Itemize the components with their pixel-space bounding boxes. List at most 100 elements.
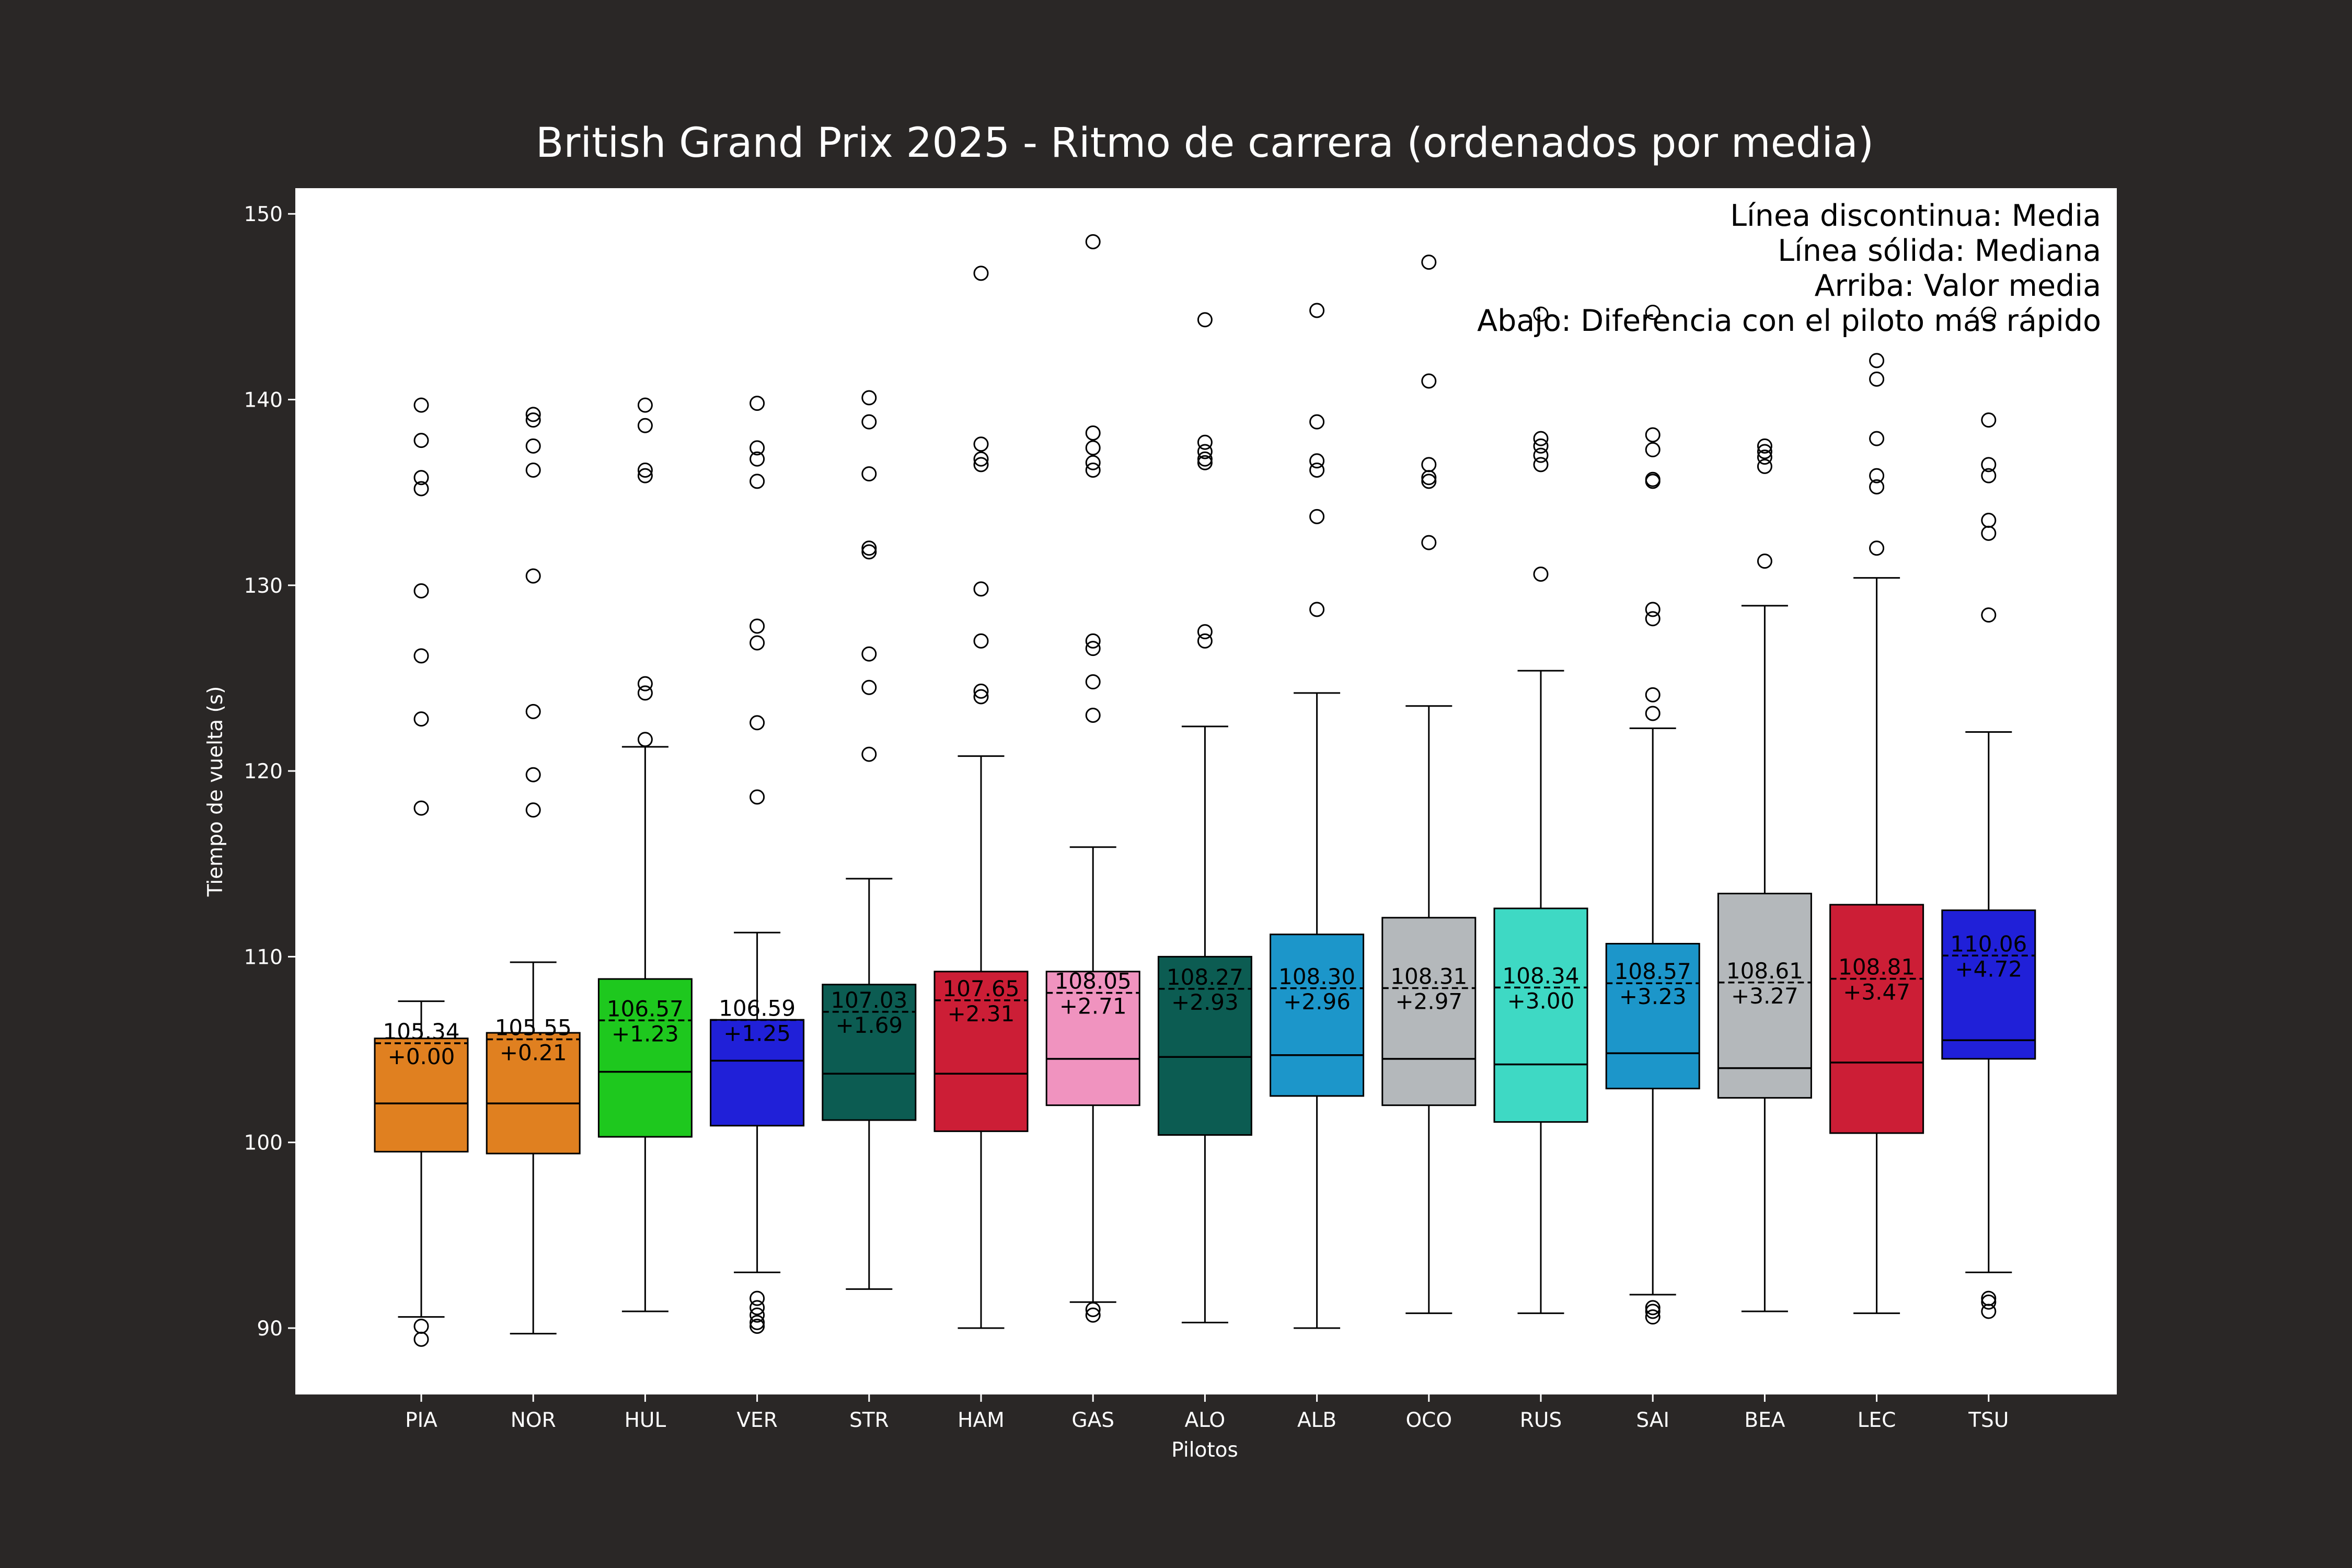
outlier-point: [1981, 525, 1997, 541]
diff-value-label: +1.23: [612, 1021, 679, 1046]
mean-value-label: 108.31: [1390, 963, 1467, 989]
diff-value-label: +2.31: [948, 1001, 1015, 1027]
x-tick-label: ALB: [1297, 1409, 1336, 1432]
outlier-point: [973, 451, 989, 467]
boxes: 105.34+0.00105.55+0.21106.57+1.23106.59+…: [374, 234, 2036, 1347]
iqr-box: [710, 1019, 805, 1127]
outlier-point: [525, 463, 541, 478]
outlier-point: [1757, 554, 1772, 569]
outlier-point: [1421, 255, 1437, 270]
outlier-point: [1981, 1304, 1997, 1319]
outlier-point: [861, 679, 877, 695]
diff-value-label: +1.69: [835, 1012, 903, 1038]
mean-value-label: 107.65: [943, 976, 1020, 1001]
outlier-point: [1869, 540, 1885, 556]
mean-value-label: 106.59: [719, 996, 795, 1021]
diff-value-label: +0.00: [388, 1044, 455, 1069]
chart-title: British Grand Prix 2025 - Ritmo de carre…: [536, 120, 1874, 167]
outlier-point: [750, 1315, 765, 1330]
x-tick-label: GAS: [1071, 1409, 1114, 1432]
outlier-point: [1197, 455, 1213, 470]
y-tick-label: 130: [244, 574, 283, 598]
box-bea: 108.61+3.27: [1717, 438, 1812, 1312]
outlier-point: [413, 800, 429, 816]
x-tick-label: NOR: [511, 1409, 556, 1432]
outlier-point: [1309, 509, 1325, 524]
iqr-box: [1605, 943, 1700, 1090]
x-tick-label: OCO: [1405, 1409, 1452, 1432]
box-ver: 106.59+1.25: [710, 396, 805, 1334]
outlier-point: [1981, 457, 1997, 472]
box-ham: 107.65+2.31: [933, 266, 1029, 1329]
legend-line-median: Línea sólida: Mediana: [1778, 234, 2101, 268]
outlier-point: [1645, 474, 1661, 489]
outlier-point: [1197, 624, 1213, 640]
outlier-point: [1085, 455, 1101, 470]
x-tick-label: HAM: [958, 1409, 1005, 1432]
outlier-point: [525, 704, 541, 719]
outlier-point: [637, 468, 653, 483]
outlier-point: [750, 715, 765, 731]
x-tick-label: PIA: [405, 1409, 437, 1432]
outlier-point: [861, 746, 877, 762]
outlier-point: [1197, 312, 1213, 328]
iqr-box: [1941, 909, 2036, 1060]
outlier-point: [1309, 414, 1325, 430]
outlier-point: [750, 1307, 765, 1323]
mean-value-label: 107.03: [831, 987, 907, 1013]
mean-value-label: 105.55: [495, 1015, 572, 1041]
outlier-point: [413, 583, 429, 598]
outlier-point: [1645, 1300, 1661, 1316]
outlier-point: [413, 711, 429, 727]
outlier-point: [413, 481, 429, 497]
outlier-point: [973, 633, 989, 649]
outlier-point: [1197, 444, 1213, 459]
outlier-point: [861, 466, 877, 482]
x-tick-label: ALO: [1185, 1409, 1226, 1432]
outlier-point: [1869, 479, 1885, 494]
box-sai: 108.57+3.23: [1605, 305, 1700, 1325]
mean-value-label: 108.61: [1726, 958, 1803, 984]
outlier-point: [525, 407, 541, 422]
diff-value-label: +3.23: [1619, 984, 1687, 1009]
outlier-point: [1757, 438, 1772, 454]
outlier-point: [750, 789, 765, 805]
iqr-box: [1381, 917, 1477, 1106]
box-gas: 108.05+2.71: [1045, 234, 1140, 1323]
outlier-point: [413, 397, 429, 413]
outlier-point: [1421, 470, 1437, 486]
iqr-box: [1829, 904, 1924, 1134]
iqr-box: [1493, 907, 1588, 1123]
outlier-point: [1421, 535, 1437, 550]
x-tick-label: TSU: [1968, 1409, 2009, 1432]
mean-value-label: 105.34: [383, 1019, 460, 1044]
outlier-point: [1085, 1301, 1101, 1317]
mean-value-label: 108.27: [1167, 964, 1243, 990]
outlier-point: [750, 635, 765, 651]
outlier-point: [750, 1290, 765, 1306]
outlier-point: [413, 433, 429, 448]
box-nor: 105.55+0.21: [486, 407, 581, 1335]
diff-value-label: +1.25: [723, 1021, 791, 1046]
outlier-point: [1085, 1307, 1101, 1323]
outlier-point: [525, 802, 541, 818]
outlier-point: [413, 1331, 429, 1347]
outlier-point: [1981, 412, 1997, 428]
outlier-point: [1645, 442, 1661, 457]
outlier-point: [1309, 602, 1325, 617]
outlier-point: [750, 451, 765, 467]
outlier-point: [861, 414, 877, 430]
mean-value-label: 108.34: [1503, 963, 1579, 988]
legend-text-box: Línea discontinua: Media Línea sólida: M…: [1477, 199, 2101, 338]
outlier-point: [861, 646, 877, 662]
iqr-box: [1045, 971, 1140, 1106]
box-alo: 108.27+2.93: [1157, 312, 1252, 1323]
outlier-point: [637, 676, 653, 691]
y-tick-label: 150: [244, 203, 283, 226]
outlier-point: [1645, 611, 1661, 627]
outlier-point: [1981, 306, 1997, 322]
plot-area: [295, 188, 2117, 1394]
outlier-point: [1645, 427, 1661, 443]
outlier-point: [973, 581, 989, 597]
outlier-point: [1197, 633, 1213, 649]
